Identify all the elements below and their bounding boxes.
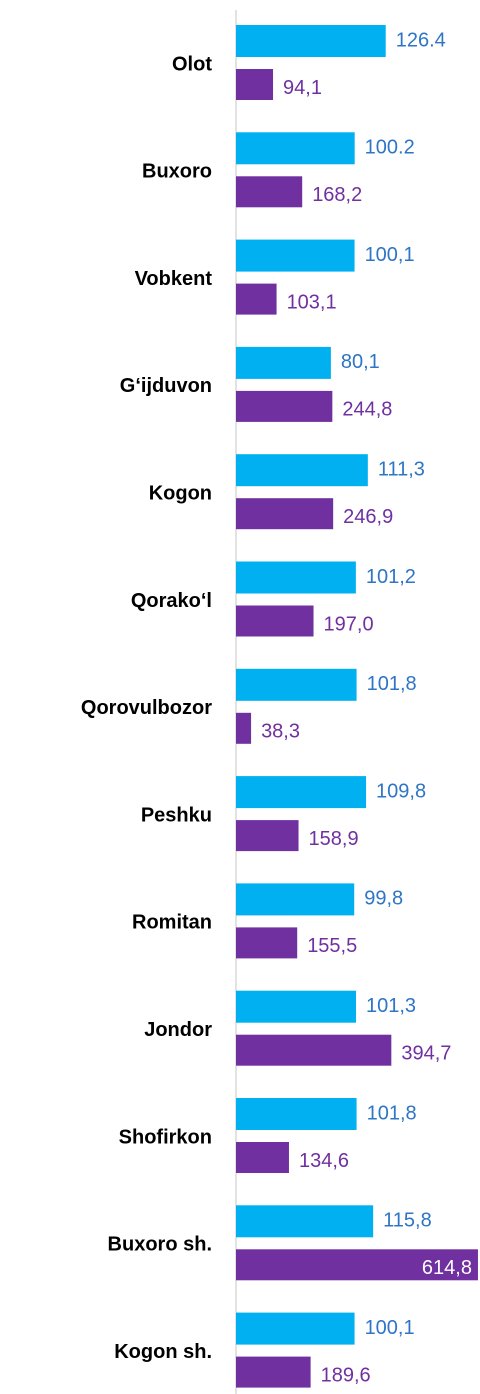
value-label: 111,3 bbox=[378, 458, 425, 480]
value-label: 109,8 bbox=[376, 780, 426, 802]
category-label: Buxoro bbox=[142, 161, 212, 183]
value-label: 101,8 bbox=[367, 1102, 417, 1124]
bar bbox=[236, 132, 355, 165]
value-label: 100,1 bbox=[365, 244, 415, 266]
value-label: 394,7 bbox=[401, 1042, 451, 1064]
bar bbox=[236, 561, 356, 594]
bar bbox=[236, 990, 356, 1023]
value-label: 101,3 bbox=[366, 995, 416, 1017]
value-label: 614,8 bbox=[422, 1257, 472, 1279]
bar bbox=[236, 883, 355, 916]
bar bbox=[236, 776, 367, 809]
category-label: Shofirkon bbox=[119, 1126, 212, 1148]
value-label: 158,9 bbox=[309, 828, 359, 850]
value-label: 126.4 bbox=[396, 29, 446, 51]
bar bbox=[236, 346, 331, 379]
value-label: 80,1 bbox=[341, 351, 380, 373]
category-label: Qorako‘l bbox=[131, 590, 212, 612]
value-label: 115,8 bbox=[383, 1210, 432, 1232]
bar bbox=[236, 176, 303, 208]
bar bbox=[236, 605, 314, 637]
category-label: Romitan bbox=[132, 912, 212, 934]
bar bbox=[236, 668, 357, 701]
value-label: 100.2 bbox=[365, 137, 415, 159]
value-label: 38,3 bbox=[261, 721, 300, 743]
category-label: Buxoro sh. bbox=[108, 1234, 212, 1256]
bar bbox=[236, 1356, 311, 1388]
value-label: 101,8 bbox=[367, 673, 417, 695]
category-label: Qorovulbozor bbox=[81, 697, 212, 719]
bar bbox=[236, 498, 334, 530]
bar bbox=[236, 239, 355, 272]
bar bbox=[236, 1142, 289, 1173]
bar bbox=[236, 390, 333, 422]
value-label: 134,6 bbox=[299, 1150, 349, 1172]
bar bbox=[236, 1205, 374, 1238]
category-label: Peshku bbox=[141, 804, 212, 826]
bar bbox=[236, 1312, 355, 1345]
value-label: 246,9 bbox=[343, 506, 393, 528]
value-label: 197,0 bbox=[324, 613, 374, 635]
value-label: 94,1 bbox=[283, 77, 322, 99]
value-label: 100,1 bbox=[365, 1317, 415, 1339]
bar bbox=[236, 454, 368, 487]
bar bbox=[236, 820, 299, 852]
value-label: 189,6 bbox=[321, 1364, 371, 1386]
category-label: Jondor bbox=[144, 1019, 212, 1041]
bar bbox=[236, 712, 252, 744]
value-label: 155,5 bbox=[307, 935, 357, 957]
bar bbox=[236, 1249, 478, 1281]
value-label: 244,8 bbox=[342, 399, 392, 421]
category-label: Kogon sh. bbox=[114, 1341, 212, 1363]
bar bbox=[236, 1034, 392, 1066]
value-label: 99,8 bbox=[364, 888, 403, 910]
value-label: 168,2 bbox=[312, 184, 362, 206]
bar bbox=[236, 1098, 357, 1130]
category-label: Kogon bbox=[149, 482, 212, 504]
bar bbox=[236, 69, 274, 100]
value-label: 103,1 bbox=[287, 291, 337, 313]
category-label: G‘ijduvon bbox=[120, 375, 212, 397]
category-label: Olot bbox=[172, 53, 212, 75]
value-label: 101,2 bbox=[366, 566, 416, 588]
category-label: Vobkent bbox=[135, 268, 213, 290]
bar bbox=[236, 283, 277, 315]
bar bbox=[236, 25, 386, 57]
bar bbox=[236, 927, 298, 959]
